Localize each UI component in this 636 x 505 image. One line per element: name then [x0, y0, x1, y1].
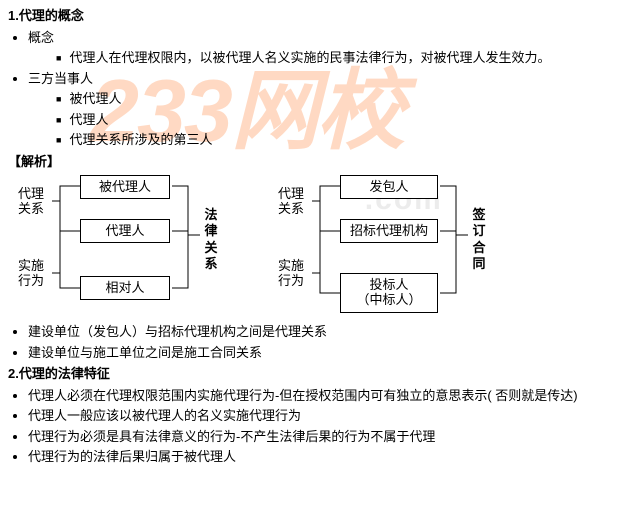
section1b-list: 建设单位（发包人）与招标代理机构之间是代理关系 建设单位与施工单位之间是施工合同… — [28, 322, 628, 362]
left-right-label: 法律关系 — [204, 207, 218, 272]
list-item: 代理关系所涉及的第三人 — [56, 130, 628, 150]
right-root-top: 代理 关系 — [278, 187, 304, 217]
right-right-label: 签订合同 — [472, 207, 486, 272]
left-root-top: 代理 关系 — [18, 187, 44, 217]
list-item: 代理行为必须是具有法律意义的行为-不产生法律后果的行为不属于代理 — [28, 427, 628, 447]
list-item: 代理行为的法律后果归属于被代理人 — [28, 447, 628, 467]
list-item: 代理人一般应该以被代理人的名义实施代理行为 — [28, 406, 628, 426]
section2-title: 2.代理的法律特征 — [8, 364, 628, 384]
list-item: 概念 代理人在代理权限内，以被代理人名义实施的民事法律行为，对被代理人发生效力。 — [28, 28, 628, 68]
left-root-bottom: 实施 行为 — [18, 259, 44, 289]
list-item: 代理人必须在代理权限范围内实施代理行为-但在授权范围内可有独立的意思表示( 否则… — [28, 386, 628, 406]
list-item: 建设单位与施工单位之间是施工合同关系 — [28, 343, 628, 363]
right-root-bottom: 实施 行为 — [278, 259, 304, 289]
relationship-diagram: 代理 关系 实施 行为 被代理人 代理人 相对人 法律关系 代理 关系 实施 行… — [12, 173, 632, 318]
diagram-box: 相对人 — [80, 276, 170, 300]
section2-list: 代理人必须在代理权限范围内实施代理行为-但在授权范围内可有独立的意思表示( 否则… — [28, 386, 628, 467]
list-item: 建设单位（发包人）与招标代理机构之间是代理关系 — [28, 322, 628, 342]
item-text: 三方当事人 — [28, 71, 93, 86]
list-item: 三方当事人 被代理人 代理人 代理关系所涉及的第三人 — [28, 69, 628, 150]
analysis-label: 【解析】 — [8, 152, 628, 172]
item-text: 概念 — [28, 30, 54, 45]
diagram-box: 发包人 — [340, 175, 438, 199]
list-item: 代理人在代理权限内，以被代理人名义实施的民事法律行为，对被代理人发生效力。 — [56, 48, 628, 68]
diagram-box: 被代理人 — [80, 175, 170, 199]
list-item: 被代理人 — [56, 89, 628, 109]
diagram-box: 投标人 （中标人） — [340, 273, 438, 313]
diagram-box: 代理人 — [80, 219, 170, 243]
list-item: 代理人 — [56, 110, 628, 130]
diagram-box: 招标代理机构 — [340, 219, 438, 243]
document-content: 1.代理的概念 概念 代理人在代理权限内，以被代理人名义实施的民事法律行为，对被… — [0, 0, 636, 476]
section1-title: 1.代理的概念 — [8, 6, 628, 26]
section1-list: 概念 代理人在代理权限内，以被代理人名义实施的民事法律行为，对被代理人发生效力。… — [28, 28, 628, 150]
